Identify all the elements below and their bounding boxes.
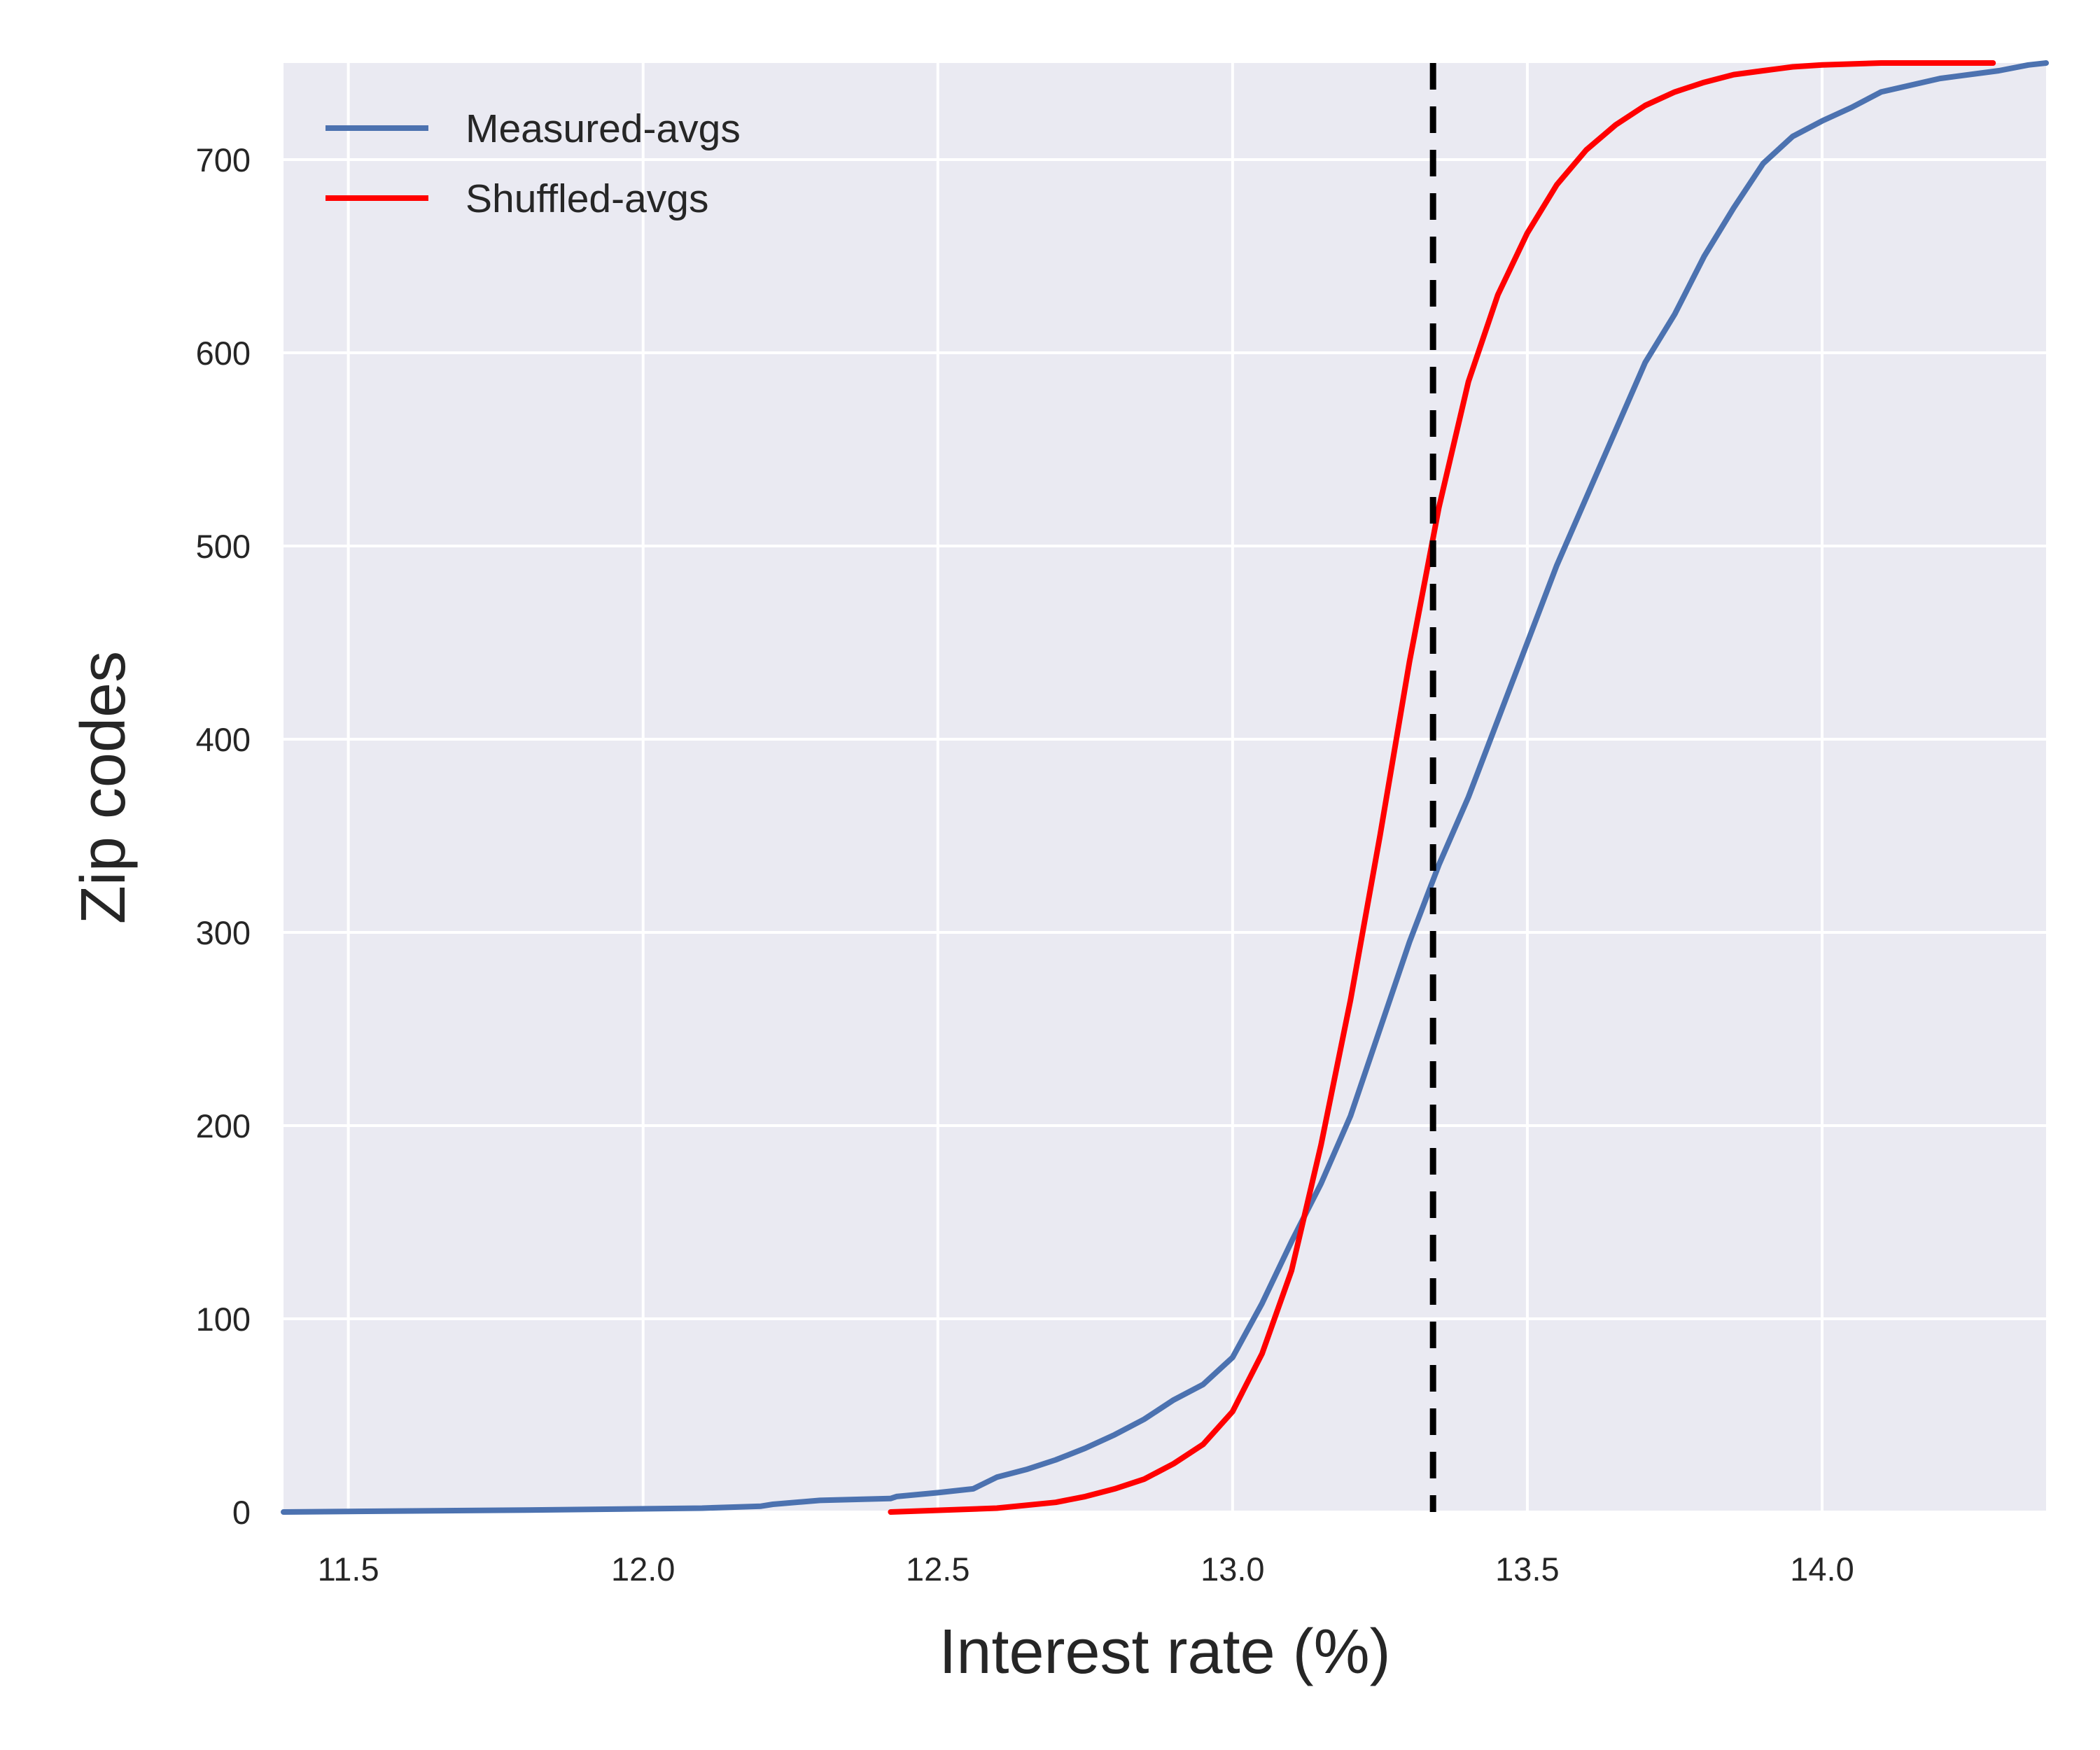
x-tick-label: 12.5 bbox=[906, 1550, 969, 1588]
series-line-measured-avgs bbox=[281, 60, 2049, 1515]
y-tick-label: 300 bbox=[196, 914, 251, 951]
x-tick-label: 13.5 bbox=[1495, 1550, 1559, 1588]
y-axis-label: Zip codes bbox=[69, 651, 139, 924]
y-tick-label: 100 bbox=[196, 1301, 251, 1338]
plot-area bbox=[284, 63, 2046, 1512]
x-tick-label: 14.0 bbox=[1790, 1550, 1854, 1588]
y-tick-labels: 0 100 200 300 400 500 600 700 bbox=[196, 141, 251, 1531]
y-tick-label: 700 bbox=[196, 141, 251, 178]
y-tick-label: 0 bbox=[232, 1494, 251, 1531]
legend: Measured-avgs Shuffled-avgs bbox=[326, 106, 741, 221]
x-tick-labels: 11.5 12.0 12.5 13.0 13.5 14.0 bbox=[318, 1550, 1854, 1588]
x-axis-label: Interest rate (%) bbox=[939, 1617, 1390, 1687]
x-tick-label: 11.5 bbox=[318, 1550, 379, 1588]
grid bbox=[284, 63, 2046, 1513]
x-tick-label: 13.0 bbox=[1200, 1550, 1264, 1588]
y-tick-label: 400 bbox=[196, 721, 251, 758]
legend-label: Measured-avgs bbox=[465, 106, 741, 151]
y-tick-label: 500 bbox=[196, 528, 251, 565]
y-tick-label: 600 bbox=[196, 335, 251, 372]
series-line-shuffled-avgs bbox=[888, 60, 1996, 1515]
legend-label: Shuffled-avgs bbox=[465, 176, 709, 221]
x-tick-label: 12.0 bbox=[611, 1550, 675, 1588]
series-group bbox=[281, 60, 2049, 1515]
y-tick-label: 200 bbox=[196, 1107, 251, 1144]
